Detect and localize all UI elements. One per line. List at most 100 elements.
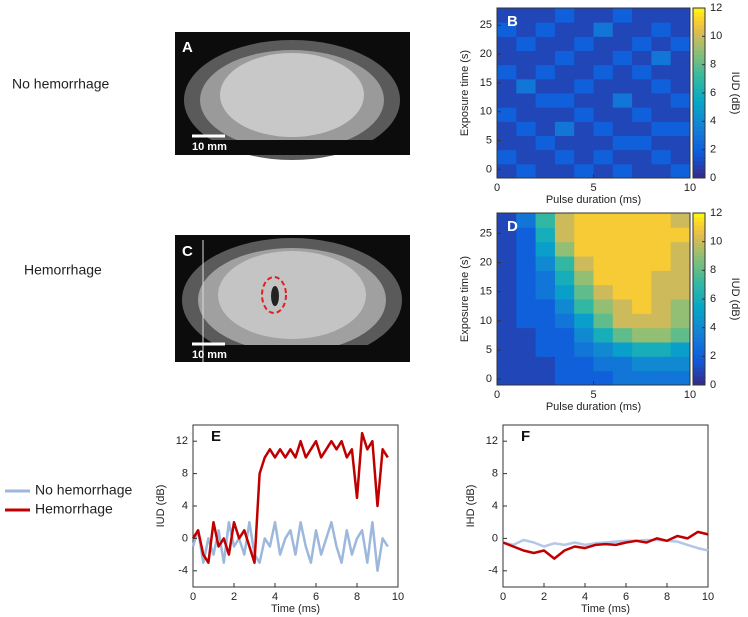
heatmap-cell bbox=[612, 256, 633, 271]
heatmap-cell bbox=[497, 241, 517, 257]
mri-image: A 10 mm bbox=[175, 32, 410, 160]
colorbar-segment bbox=[693, 243, 705, 248]
heatmap-cell bbox=[632, 241, 652, 257]
heatmap-cell bbox=[593, 270, 614, 286]
heatmap-cell bbox=[612, 213, 633, 228]
heatmap-cell bbox=[574, 163, 594, 179]
legend-label: Hemorrhage bbox=[35, 501, 113, 517]
heatmap-cell bbox=[554, 78, 575, 94]
colorbar-segment bbox=[693, 221, 705, 227]
heatmap-cell bbox=[516, 135, 537, 151]
heatmap-cell bbox=[651, 64, 672, 80]
x-tick-label: 5 bbox=[590, 389, 596, 401]
heatmap-cell bbox=[670, 50, 691, 66]
heatmap-cell bbox=[554, 241, 575, 257]
heatmap-cell bbox=[632, 121, 652, 136]
heatmap-cell bbox=[516, 163, 537, 179]
heatmap-cell bbox=[516, 78, 537, 94]
heatmap-cell bbox=[651, 241, 672, 257]
heatmap-cell bbox=[612, 135, 633, 151]
colorbar-segment bbox=[693, 63, 705, 68]
heatmap-cell bbox=[574, 93, 594, 108]
x-tick-label: 10 bbox=[702, 591, 714, 603]
heatmap-cell bbox=[612, 270, 633, 286]
heatmap-cell bbox=[497, 8, 517, 23]
y-tick-label: 8 bbox=[492, 468, 498, 480]
heatmap-cell bbox=[497, 256, 517, 271]
colorbar-tick-label: 2 bbox=[710, 144, 716, 156]
colorbar-segment bbox=[693, 127, 705, 132]
heatmap-cell bbox=[632, 370, 652, 386]
colorbar-segment bbox=[693, 238, 705, 244]
y-tick-label: 12 bbox=[176, 435, 188, 447]
panel-label: C bbox=[182, 243, 193, 260]
panel-label: F bbox=[521, 428, 530, 445]
x-axis-label: Pulse duration (ms) bbox=[546, 401, 641, 413]
heatmap-cell bbox=[497, 163, 517, 179]
colorbar-segment bbox=[693, 156, 705, 162]
colorbar-segment bbox=[693, 118, 705, 124]
plot-frame bbox=[502, 424, 709, 588]
heatmap-cell bbox=[535, 121, 556, 136]
y-axis-label: IHD (dB) bbox=[465, 485, 477, 528]
colorbar-segment bbox=[693, 346, 705, 352]
colorbar-segment bbox=[693, 59, 705, 64]
y-tick-label: 5 bbox=[486, 344, 492, 356]
x-tick-label: 6 bbox=[623, 591, 629, 603]
y-tick-label: 25 bbox=[480, 227, 492, 239]
heatmap-cell bbox=[632, 342, 652, 357]
heatmap-cell bbox=[593, 121, 614, 136]
panel-label: D bbox=[507, 218, 518, 235]
heatmap-cell bbox=[670, 256, 691, 271]
heatmap-cell bbox=[574, 78, 594, 94]
heatmap-cell bbox=[535, 370, 556, 386]
colorbar-segment bbox=[693, 165, 705, 170]
mri-image: C 10 mm bbox=[175, 235, 410, 362]
y-tick-label: 0 bbox=[182, 532, 188, 544]
row-label: No hemorrhage bbox=[12, 76, 109, 92]
heatmap-cell bbox=[574, 370, 594, 386]
colorbar-segment bbox=[693, 152, 705, 158]
series-line bbox=[502, 538, 709, 552]
y-tick-label: 5 bbox=[486, 134, 492, 146]
heatmap-cell bbox=[574, 227, 594, 243]
heatmap-cell bbox=[632, 356, 652, 372]
heatmap-cell bbox=[632, 163, 652, 179]
y-tick-label: -4 bbox=[178, 565, 188, 577]
series-line bbox=[191, 520, 389, 573]
colorbar-segment bbox=[693, 311, 705, 317]
heatmap-cell bbox=[612, 93, 633, 108]
colorbar-tick-label: 8 bbox=[710, 59, 716, 71]
heatmap-cell bbox=[516, 121, 537, 136]
colorbar-segment bbox=[693, 20, 705, 26]
heatmap-cell bbox=[612, 241, 633, 257]
heatmap-cell bbox=[670, 284, 691, 300]
colorbar-segment bbox=[693, 122, 705, 128]
heatmap-cell bbox=[593, 22, 614, 37]
heatmap-cell bbox=[593, 256, 614, 271]
heatmap-cell bbox=[535, 342, 556, 357]
colorbar-segment bbox=[693, 97, 705, 102]
heatmap-cell bbox=[651, 93, 672, 108]
colorbar-segment bbox=[693, 350, 705, 356]
heatmap-cell bbox=[497, 107, 517, 122]
heatmap-cell bbox=[651, 213, 672, 228]
heatmap-cell bbox=[651, 78, 672, 94]
heatmap-cell bbox=[516, 36, 537, 51]
heatmap-cell bbox=[535, 256, 556, 271]
heatmap-cell bbox=[554, 93, 575, 108]
heatmap-cell bbox=[651, 163, 672, 179]
colorbar-segment bbox=[693, 333, 705, 339]
colorbar-segment bbox=[693, 376, 705, 382]
colorbar-segment bbox=[693, 286, 705, 291]
heatmap-cell bbox=[593, 284, 614, 300]
heatmap-cell bbox=[670, 227, 691, 243]
y-axis-label: Exposure time (s) bbox=[459, 256, 471, 342]
heatmap-cell bbox=[516, 327, 537, 343]
heatmap-cell bbox=[670, 149, 691, 165]
x-tick-label: 4 bbox=[272, 591, 278, 603]
heatmap-cell bbox=[593, 213, 614, 228]
colorbar-segment bbox=[693, 273, 705, 278]
heatmap-cell bbox=[612, 107, 633, 122]
heatmap-cell bbox=[612, 356, 633, 372]
